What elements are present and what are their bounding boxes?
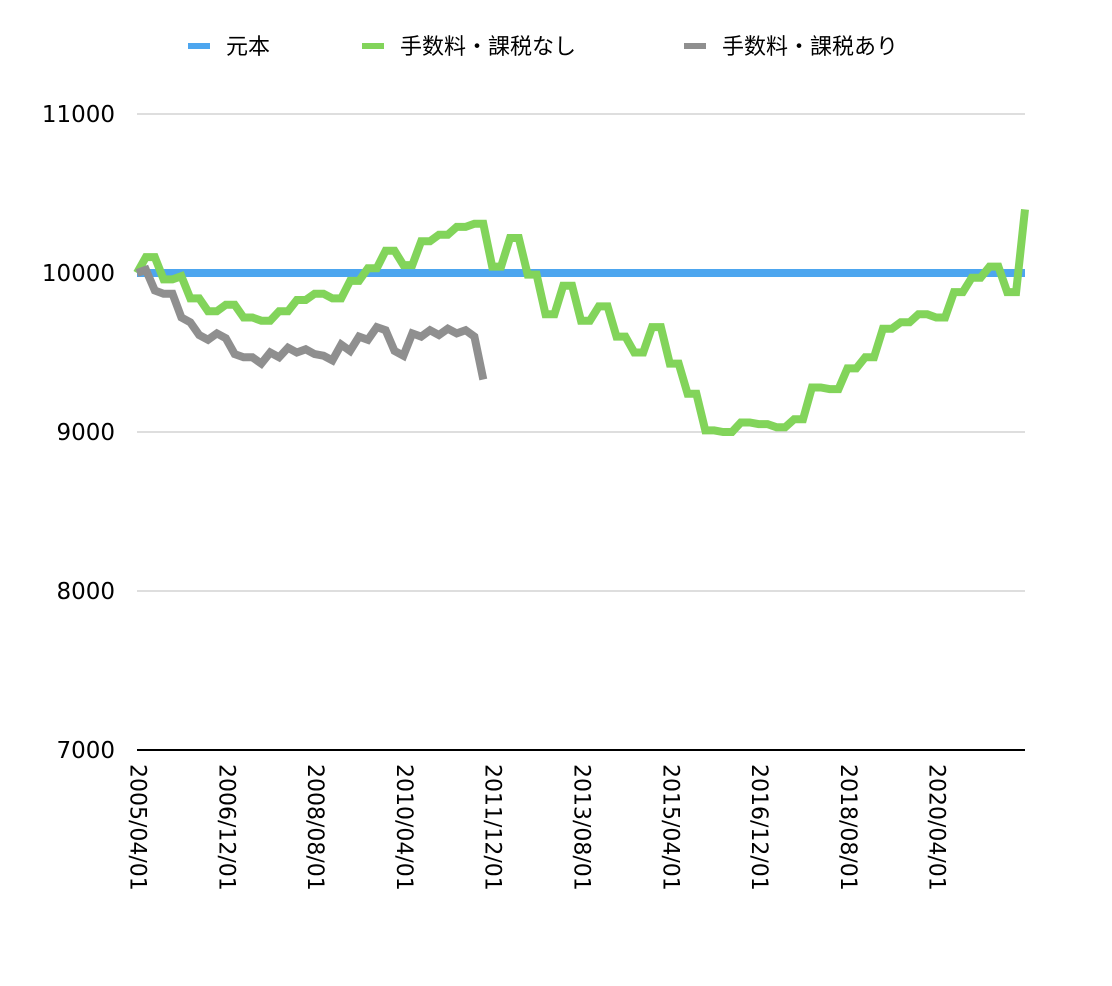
legend-label: 元本 xyxy=(226,35,270,60)
series-line-no-fee-no-tax xyxy=(133,208,1029,436)
x-tick-label: 2006/12/01 xyxy=(213,764,238,891)
y-tick-label: 10000 xyxy=(42,261,115,287)
y-tick-label: 9000 xyxy=(56,420,115,446)
series-layer xyxy=(133,208,1029,436)
x-tick-label: 2020/04/01 xyxy=(924,764,949,891)
x-tick-label: 2018/08/01 xyxy=(835,764,860,891)
x-tick-label: 2013/08/01 xyxy=(569,764,594,891)
y-tick-label: 7000 xyxy=(56,738,115,764)
x-tick-label: 2010/04/01 xyxy=(391,764,416,891)
x-tick-label: 2015/04/01 xyxy=(657,764,682,891)
x-tick-label: 2005/04/01 xyxy=(125,764,150,891)
y-tick-label: 11000 xyxy=(42,102,115,128)
series-line-fee-and-tax xyxy=(135,264,488,381)
x-tick-label: 2008/08/01 xyxy=(302,764,327,891)
legend-label: 手数料・課税なし xyxy=(400,35,576,60)
axis-layer: 7000 8000 9000 10000 11000 2005/04/01 2006/12/… xyxy=(42,102,1025,891)
y-tick-label: 8000 xyxy=(56,579,115,605)
x-tick-label: 2011/12/01 xyxy=(480,764,505,891)
x-tick-label: 2016/12/01 xyxy=(746,764,771,891)
legend: 元本 手数料・課税なし 手数料・課税あり xyxy=(188,35,898,60)
legend-label: 手数料・課税あり xyxy=(722,35,898,60)
